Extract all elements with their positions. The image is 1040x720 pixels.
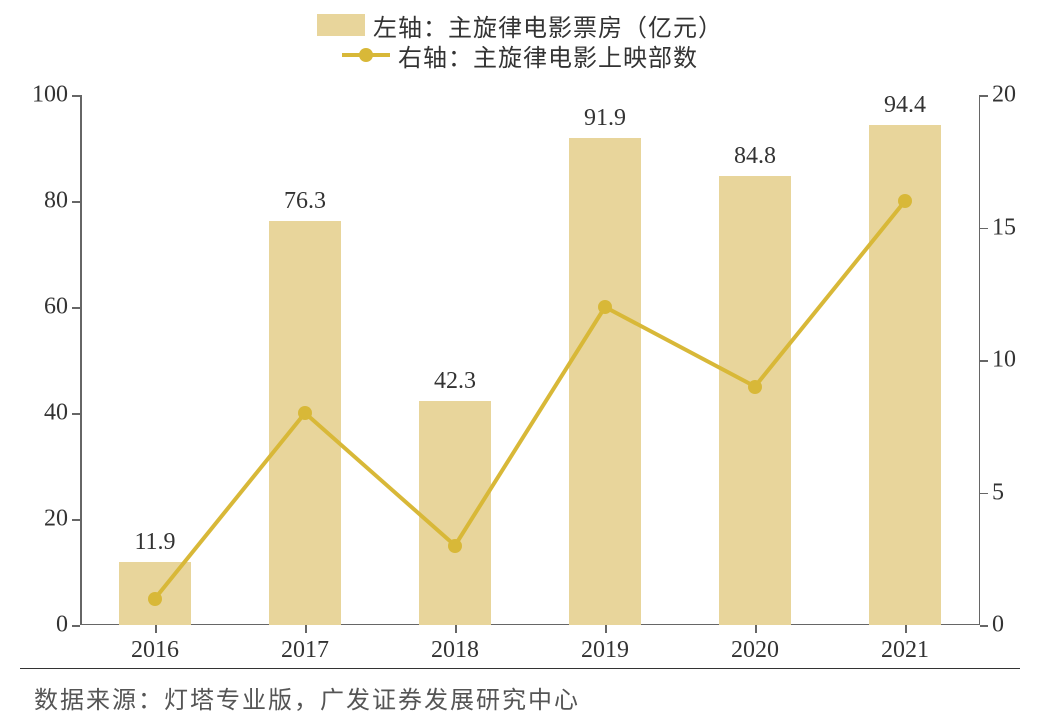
bar-value-label: 91.9 [584,105,626,132]
line-marker [448,539,462,553]
legend-line-label: 右轴：主旋律电影上映部数 [398,38,698,73]
line-marker [598,300,612,314]
x-label: 2018 [431,637,479,664]
bar-value-label: 84.8 [734,143,776,170]
line-marker [298,406,312,420]
y-right-label: 10 [992,347,1016,374]
bar [269,221,341,625]
y-left-label: 0 [56,612,68,639]
x-label: 2021 [881,637,929,664]
y-left-tick [72,307,80,309]
line-marker [148,592,162,606]
y-left-label: 80 [44,188,68,215]
source-divider [20,668,1020,669]
x-tick [905,625,907,633]
bar [719,176,791,625]
x-tick [755,625,757,633]
bar [569,138,641,625]
y-right-tick [980,228,988,230]
x-tick [605,625,607,633]
bar-value-label: 76.3 [284,188,326,215]
y-left-label: 20 [44,506,68,533]
y-right-label: 0 [992,612,1004,639]
chart-container: 左轴：主旋律电影票房（亿元） 右轴：主旋律电影上映部数 020406080100… [0,0,1040,720]
y-left-label: 40 [44,400,68,427]
y-left-tick [72,413,80,415]
bar-value-label: 11.9 [134,529,175,556]
y-right-tick [980,625,988,627]
x-tick [155,625,157,633]
x-axis [80,624,980,626]
bar-value-label: 94.4 [884,92,926,119]
y-right-tick [980,493,988,495]
y-left-tick [72,201,80,203]
x-tick [455,625,457,633]
plot-area: 02040608010005101520201611.9201776.32018… [80,95,980,625]
line-marker [748,380,762,394]
y-axis-left [80,95,82,625]
line-marker [898,194,912,208]
legend: 左轴：主旋律电影票房（亿元） 右轴：主旋律电影上映部数 [0,10,1040,70]
y-right-label: 15 [992,214,1016,241]
line-series [80,95,980,625]
x-label: 2019 [581,637,629,664]
y-left-label: 60 [44,294,68,321]
x-label: 2017 [281,637,329,664]
y-left-tick [72,625,80,627]
y-left-label: 100 [32,82,68,109]
x-label: 2020 [731,637,779,664]
y-left-tick [72,519,80,521]
legend-line-swatch [342,44,390,66]
legend-line-row: 右轴：主旋律电影上映部数 [0,40,1040,70]
bar [419,401,491,625]
y-right-label: 20 [992,82,1016,109]
y-right-tick [980,95,988,97]
source-text: 数据来源：灯塔专业版，广发证券发展研究中心 [34,680,580,715]
y-right-label: 5 [992,479,1004,506]
x-tick [305,625,307,633]
legend-bar-row: 左轴：主旋律电影票房（亿元） [0,10,1040,40]
bar-value-label: 42.3 [434,368,476,395]
y-right-tick [980,360,988,362]
legend-bar-swatch [317,14,365,36]
x-label: 2016 [131,637,179,664]
y-left-tick [72,95,80,97]
